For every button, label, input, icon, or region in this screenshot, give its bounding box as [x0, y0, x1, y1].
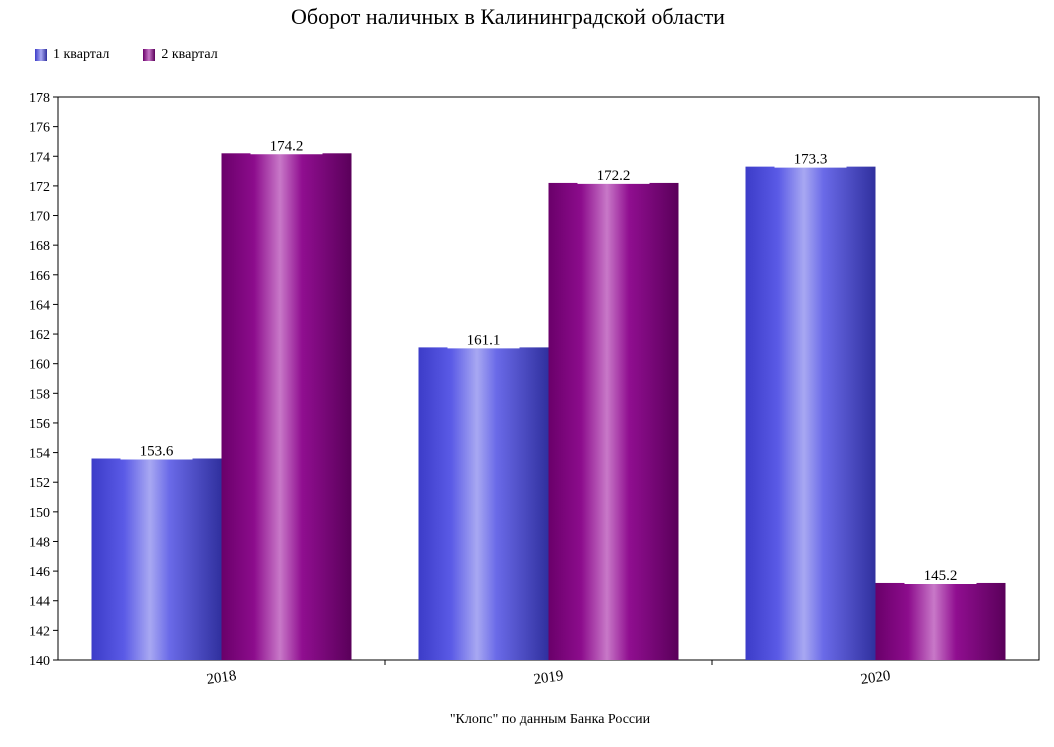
- legend-item-series-1: 1 квартал: [35, 47, 109, 63]
- y-tick-label: 176: [29, 121, 50, 136]
- y-tick-label: 168: [29, 239, 50, 254]
- bar-value-label: 172.2: [597, 168, 631, 184]
- y-tick-label: 142: [29, 624, 50, 639]
- bar: [221, 153, 352, 661]
- y-tick-label: 150: [29, 506, 50, 521]
- legend-item-series-2: 2 квартал: [143, 47, 218, 63]
- y-tick-label: 174: [29, 150, 50, 165]
- bar-value-label: 161.1: [467, 332, 501, 348]
- bar-value-label: 173.3: [794, 152, 828, 168]
- y-tick-label: 178: [29, 91, 50, 106]
- y-tick-label: 166: [29, 269, 50, 284]
- x-tick-label: 2020: [860, 668, 892, 688]
- bar: [418, 347, 549, 660]
- bar: [91, 458, 222, 660]
- legend-swatch-series-1: [35, 49, 47, 61]
- bar: [745, 166, 876, 660]
- y-tick-label: 144: [29, 595, 50, 610]
- bar-value-label: 153.6: [140, 444, 174, 460]
- y-tick-label: 156: [29, 417, 50, 432]
- x-tick-label: 2019: [533, 668, 565, 688]
- y-tick-label: 164: [29, 298, 50, 313]
- legend-label-series-2: 2 квартал: [161, 47, 218, 62]
- y-tick-label: 170: [29, 210, 50, 225]
- y-tick-label: 140: [29, 654, 50, 669]
- y-tick-label: 152: [29, 476, 50, 491]
- bar-value-label: 145.2: [924, 568, 958, 584]
- chart-title: Оборот наличных в Калининградской област…: [291, 4, 725, 29]
- y-tick-label: 148: [29, 535, 50, 550]
- bar-value-label: 174.2: [270, 138, 304, 154]
- y-tick-label: 162: [29, 328, 50, 343]
- y-tick-label: 160: [29, 358, 50, 373]
- bar: [548, 182, 679, 660]
- bar: [875, 582, 1006, 660]
- x-tick-label: 2018: [206, 668, 238, 688]
- source-note: "Клопс" по данным Банка России: [449, 712, 651, 727]
- y-tick-label: 158: [29, 387, 50, 402]
- y-tick-label: 172: [29, 180, 50, 195]
- y-tick-label: 154: [29, 447, 50, 462]
- y-tick-label: 146: [29, 565, 50, 580]
- legend: 1 квартал 2 квартал: [35, 47, 218, 63]
- legend-label-series-1: 1 квартал: [53, 47, 110, 62]
- legend-swatch-series-2: [143, 49, 156, 61]
